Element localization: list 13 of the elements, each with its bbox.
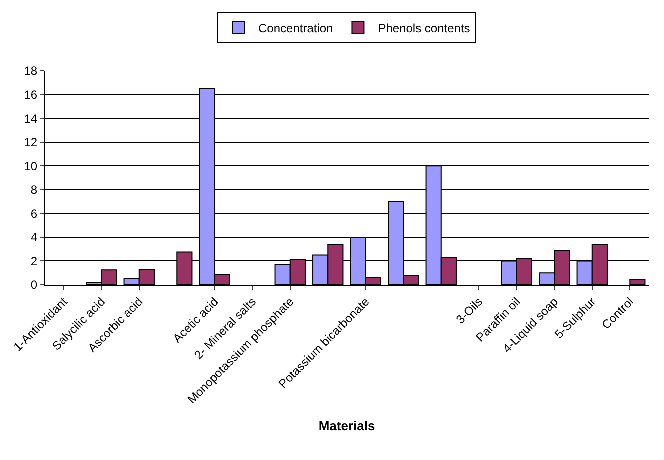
y-tick-label: 6 (30, 206, 38, 221)
y-tick-label: 4 (30, 230, 38, 245)
y-tick-label: 2 (30, 254, 38, 268)
y-tick-label: 18 (24, 64, 38, 78)
y-tick-label: 0 (30, 278, 38, 292)
y-tick-label: 10 (24, 159, 38, 174)
legend-label: Concentration (258, 21, 334, 36)
y-tick-label: 14 (24, 112, 38, 126)
y-tick-label: 8 (30, 183, 38, 198)
y-tick-label: 12 (24, 136, 38, 150)
legend-label: Phenols contents (378, 21, 470, 36)
x-axis-title: Materials (318, 418, 376, 434)
y-tick-label: 16 (24, 88, 38, 102)
